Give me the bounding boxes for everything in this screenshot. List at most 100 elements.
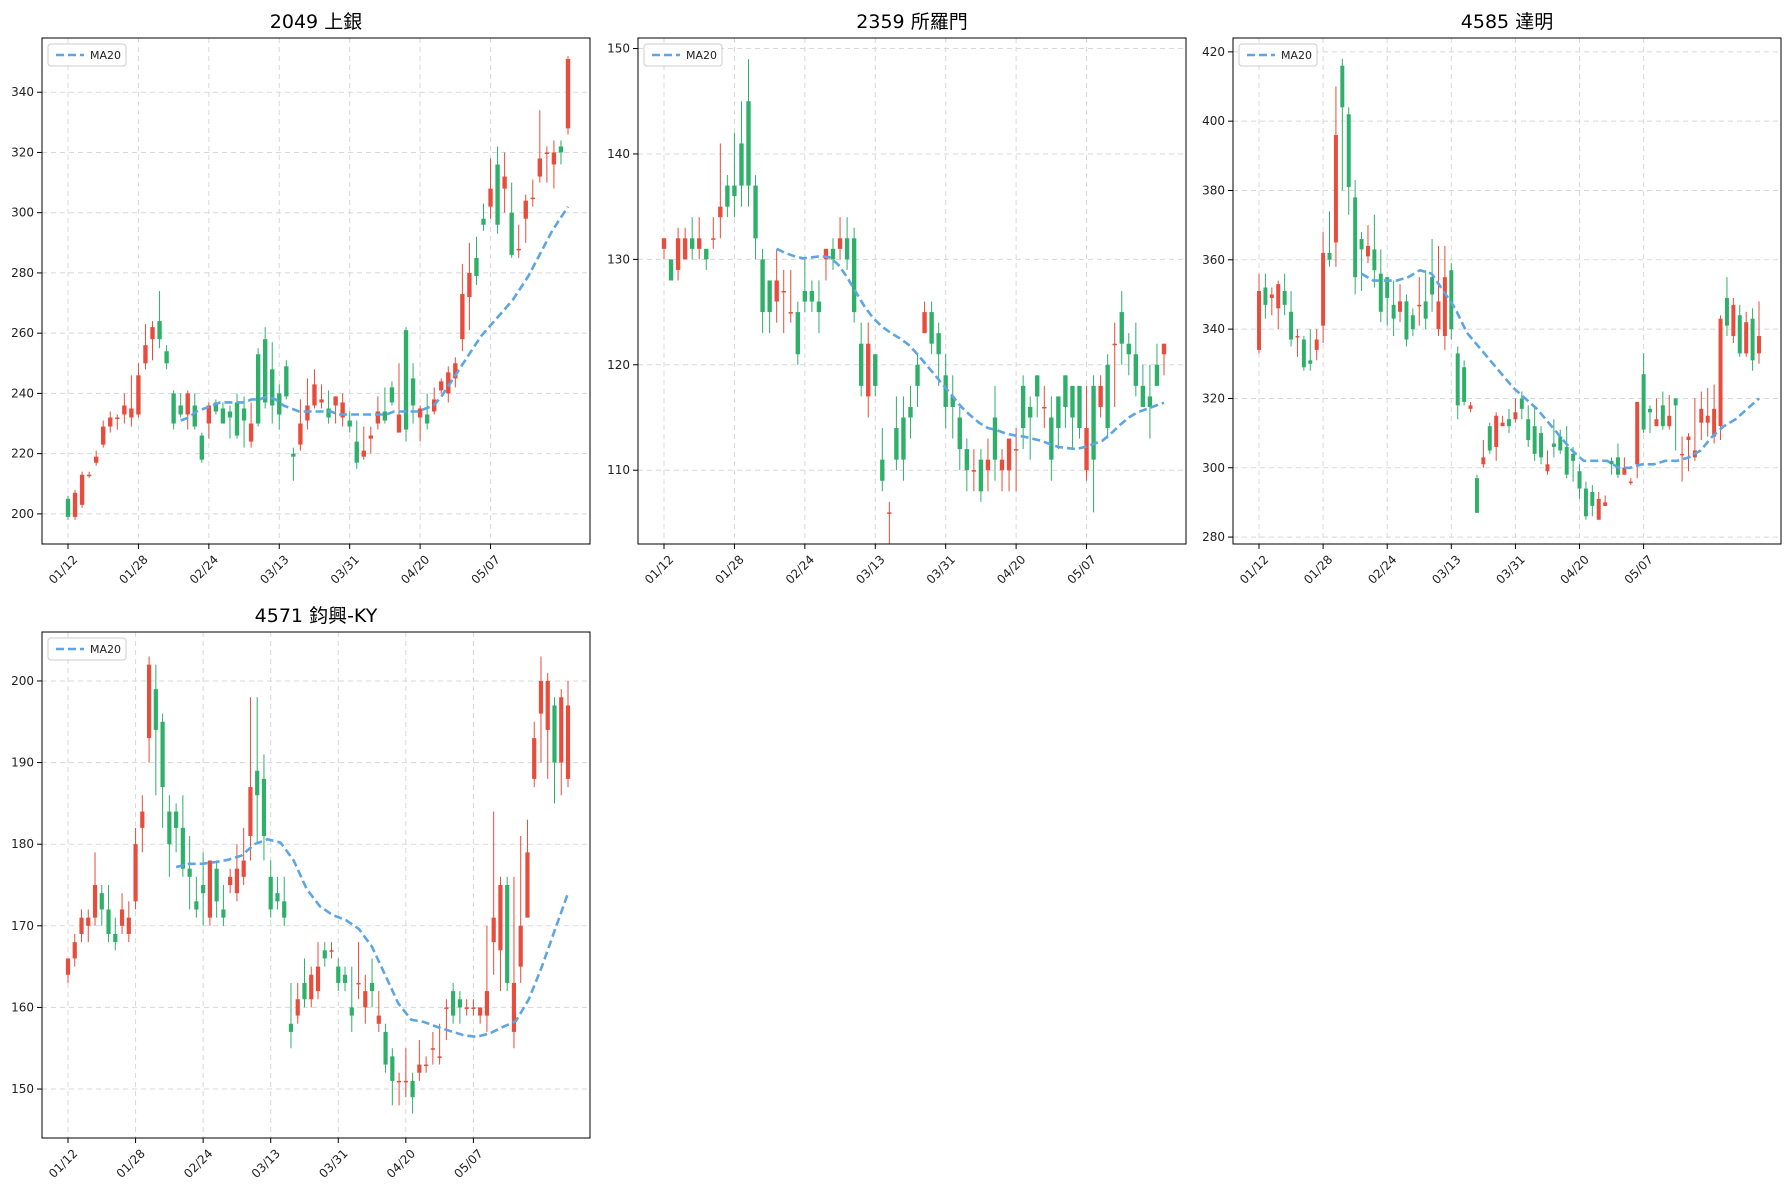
candle-body (234, 868, 240, 894)
candle-body (126, 917, 131, 934)
candle-body (474, 257, 479, 276)
candle-body (481, 218, 486, 225)
y-tick-label: 320 (1202, 391, 1225, 405)
candle-body (478, 1007, 483, 1016)
candle-body (1474, 478, 1479, 513)
candle-body (545, 680, 550, 730)
y-tick-label: 340 (1202, 322, 1225, 336)
candle-body (943, 375, 948, 407)
candle-body (1551, 443, 1556, 447)
candle-body (390, 1056, 395, 1081)
candle-body (213, 402, 219, 412)
candle-body (1035, 375, 1040, 397)
x-tick-label: 01/12 (46, 552, 80, 586)
x-tick-label: 01/12 (1237, 552, 1271, 586)
candle-body (551, 152, 557, 165)
candle-body (505, 885, 510, 983)
panel-title: 2049 上銀 (270, 11, 362, 33)
candle-body (894, 428, 899, 460)
legend-label: MA20 (90, 643, 121, 656)
candle-body (460, 294, 465, 340)
candle-body (689, 238, 695, 249)
y-tick-label: 360 (1202, 253, 1225, 267)
x-tick-label: 05/07 (1622, 552, 1656, 586)
candle-body (1500, 422, 1505, 427)
candle-body (319, 399, 324, 403)
candle-body (830, 248, 836, 260)
candle-body (1673, 398, 1678, 406)
y-tick-label: 160 (11, 1000, 34, 1014)
candle-body (396, 1080, 402, 1083)
candle-body (439, 381, 444, 391)
candle-body (1494, 415, 1499, 447)
candle-body (326, 408, 331, 418)
candle-body (136, 375, 141, 415)
candle-body (157, 321, 162, 340)
candle-body (1340, 65, 1345, 108)
candle-body (781, 291, 786, 293)
candle-body (101, 426, 106, 445)
candle-body (430, 1048, 435, 1050)
candle-body (194, 901, 199, 910)
candle-body (538, 680, 544, 714)
candle-body (119, 909, 125, 926)
candle-body (164, 351, 169, 364)
candle-body (936, 333, 941, 355)
x-tick-label: 02/24 (783, 552, 817, 586)
candle-body (160, 721, 165, 788)
y-tick-label: 280 (1202, 530, 1225, 544)
candle-body (1596, 498, 1601, 520)
candle-body (1391, 304, 1396, 319)
candle-body (214, 868, 219, 902)
candle-body (1487, 426, 1492, 451)
candle-body (565, 705, 571, 779)
candle-body (354, 441, 359, 463)
plot-frame (1232, 37, 1782, 545)
y-tick-label: 300 (1202, 461, 1225, 475)
candle-body (1006, 438, 1012, 471)
candle-body (844, 238, 850, 260)
candle-body (410, 378, 416, 406)
legend-box (47, 43, 127, 67)
y-tick-label: 120 (607, 358, 630, 372)
candle-body (333, 396, 338, 406)
candle-body (1648, 408, 1653, 413)
x-tick-label: 03/13 (249, 1146, 283, 1180)
candle-body (978, 459, 984, 492)
y-tick-label: 140 (607, 147, 630, 161)
legend-box (47, 637, 127, 661)
candle-body (389, 387, 395, 403)
candle-body (1558, 436, 1563, 451)
candle-body (1609, 460, 1614, 465)
candle-body (802, 291, 808, 302)
candle-body (908, 406, 913, 418)
candle-body (746, 101, 751, 186)
candle-body (1042, 406, 1047, 409)
x-tick-label: 05/07 (469, 552, 503, 586)
x-tick-label: 04/20 (994, 552, 1028, 586)
candle-body (248, 787, 253, 837)
candle-body (305, 405, 310, 421)
candle-body (464, 1007, 469, 1009)
candle-body (495, 164, 500, 225)
candle-body (146, 664, 152, 739)
x-tick-label: 01/28 (116, 552, 150, 586)
candle-body (1020, 385, 1026, 429)
candle-body (544, 152, 550, 154)
candle-body (72, 492, 78, 517)
candle-body (1455, 353, 1460, 406)
candle-body (446, 372, 451, 394)
candle-body (1699, 408, 1704, 423)
candle-body (363, 991, 368, 1008)
x-tick-label: 01/28 (1301, 552, 1335, 586)
candle-body (957, 417, 962, 450)
candle-body (992, 417, 998, 460)
candle-body (1314, 339, 1319, 350)
candle-body (1378, 273, 1383, 312)
candle-body (255, 354, 261, 424)
candle-body (199, 435, 204, 460)
candle-body (1545, 464, 1550, 472)
candle-body (1519, 398, 1524, 409)
panel-title: 2359 所羅門 (856, 11, 967, 33)
